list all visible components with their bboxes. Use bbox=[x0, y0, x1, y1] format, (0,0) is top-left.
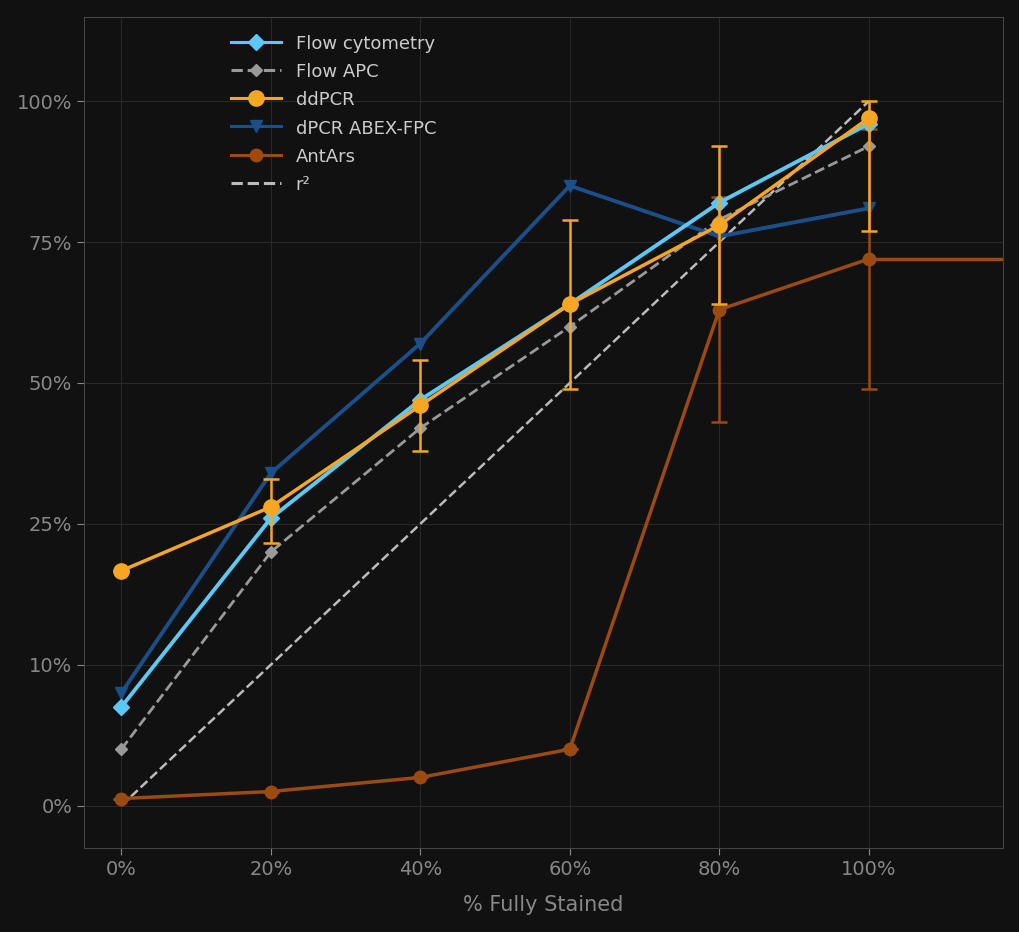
dPCR ABEX-FPC bbox=[862, 202, 874, 213]
Flow cytometry bbox=[712, 197, 725, 208]
Flow cytometry bbox=[414, 394, 426, 405]
Flow APC bbox=[712, 214, 725, 226]
Flow cytometry bbox=[115, 702, 127, 713]
dPCR ABEX-FPC bbox=[712, 231, 725, 242]
dPCR ABEX-FPC bbox=[414, 338, 426, 350]
dPCR ABEX-FPC bbox=[564, 180, 576, 191]
Flow APC bbox=[414, 422, 426, 433]
Line: Flow APC: Flow APC bbox=[117, 142, 872, 753]
dPCR ABEX-FPC bbox=[115, 687, 127, 698]
Flow cytometry bbox=[862, 118, 874, 130]
Line: Flow cytometry: Flow cytometry bbox=[116, 118, 873, 713]
Legend: Flow cytometry, Flow APC, ddPCR, dPCR ABEX-FPC, AntArs, r²: Flow cytometry, Flow APC, ddPCR, dPCR AB… bbox=[221, 26, 445, 203]
Line: dPCR ABEX-FPC: dPCR ABEX-FPC bbox=[115, 180, 874, 699]
Flow cytometry bbox=[564, 298, 576, 309]
Flow APC bbox=[564, 321, 576, 332]
Flow APC bbox=[115, 744, 127, 755]
Flow cytometry bbox=[265, 513, 277, 524]
Flow APC bbox=[265, 546, 277, 557]
Flow APC bbox=[862, 141, 874, 152]
X-axis label: % Fully Stained: % Fully Stained bbox=[463, 896, 624, 915]
dPCR ABEX-FPC bbox=[265, 468, 277, 479]
